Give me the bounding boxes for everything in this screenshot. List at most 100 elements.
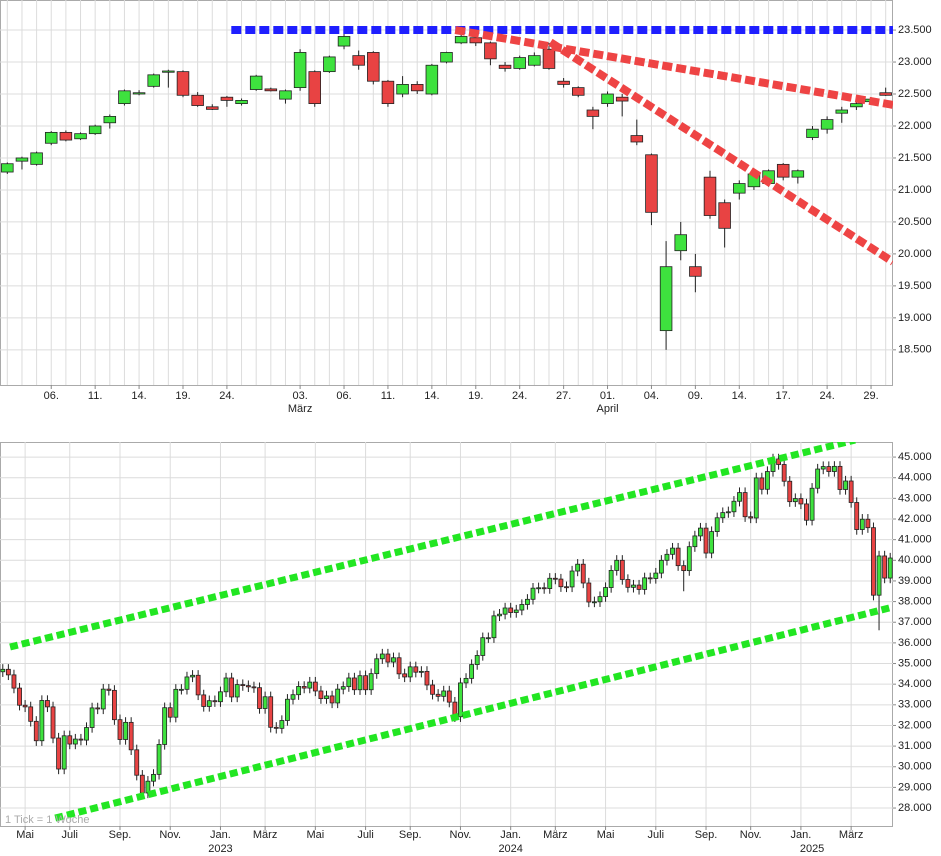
candle-body	[454, 36, 468, 44]
candle-body	[368, 673, 374, 691]
candle-body	[854, 502, 860, 530]
y-tick-label: 35.000	[898, 657, 932, 669]
y-tick-label: 42.000	[898, 513, 932, 525]
candle-body	[346, 677, 352, 688]
candle-body	[167, 707, 173, 718]
y-tick-label: 20.000	[898, 248, 932, 260]
candle-body	[843, 480, 848, 490]
candle-body	[61, 735, 67, 770]
candle-body	[484, 42, 497, 60]
x-tick-label: 24.	[219, 390, 234, 402]
candle-body	[681, 565, 687, 572]
y-tick-label: 23.500	[898, 24, 932, 36]
candle-body	[435, 693, 441, 697]
candle-body	[636, 584, 642, 590]
x-group-label: 2024	[498, 843, 522, 855]
candle-body	[363, 675, 368, 691]
x-group-label: 2023	[208, 843, 232, 855]
candle-body	[698, 527, 703, 537]
candle-body	[391, 657, 396, 663]
plot	[0, 0, 893, 385]
candle-body	[128, 721, 134, 751]
x-group-label: April	[597, 403, 619, 415]
candle-body	[335, 688, 341, 704]
candle-body	[528, 55, 541, 66]
candle-body	[497, 613, 502, 617]
candle-body	[84, 727, 89, 741]
y-tick-label: 34.000	[898, 678, 932, 690]
candle-body	[820, 466, 826, 470]
x-tick-label: 09.	[688, 390, 703, 402]
candle-body	[396, 657, 402, 675]
candle-body	[831, 465, 837, 472]
candle-body	[865, 518, 871, 529]
y-tick-label: 44.000	[898, 472, 932, 484]
candle-body	[212, 700, 218, 703]
candle-body	[733, 183, 746, 194]
candle-body	[686, 546, 692, 572]
y-tick-label: 32.000	[898, 719, 932, 731]
y-tick-label: 21.500	[898, 152, 932, 164]
candle-body	[59, 131, 73, 141]
x-tick-label: März	[253, 829, 277, 841]
trend-line	[9, 442, 856, 651]
y-tick-label: 20.500	[898, 216, 932, 228]
candle-body	[201, 694, 207, 707]
candle-body	[776, 163, 790, 178]
candle-body	[469, 664, 475, 679]
candle-body	[703, 176, 717, 216]
candle-body	[190, 674, 195, 678]
candle-body	[162, 70, 175, 73]
y-tick-label: 39.000	[898, 575, 932, 587]
y-tick-label: 43.000	[898, 492, 932, 504]
x-tick-label: März	[839, 829, 863, 841]
x-tick-label: 11.	[88, 390, 102, 402]
candle-body	[718, 202, 731, 229]
candle-body	[106, 688, 112, 691]
candle-body	[519, 604, 525, 611]
candle-body	[279, 720, 285, 729]
candle-body	[293, 52, 307, 89]
candle-body	[781, 464, 787, 482]
candle-body	[245, 685, 251, 688]
x-tick-label: Jan.	[791, 829, 812, 841]
candle-body	[195, 674, 201, 696]
candle-body	[601, 93, 614, 105]
x-tick-label: 06.	[336, 390, 351, 402]
candle-body	[206, 106, 219, 110]
candle-body	[145, 780, 151, 794]
candle-body	[547, 577, 553, 589]
candle-body	[653, 572, 659, 579]
x-tick-label: 14.	[732, 390, 747, 402]
candle-body	[410, 84, 424, 92]
y-tick-label: 33.000	[898, 699, 932, 711]
candle-body	[837, 465, 843, 490]
candle-body	[571, 87, 585, 96]
candle-body	[440, 52, 453, 63]
candle-body	[100, 688, 106, 710]
candle-body	[307, 681, 313, 689]
candle-body	[45, 700, 50, 708]
candle-body	[340, 686, 346, 690]
candle-body	[139, 774, 145, 794]
candle-body	[220, 96, 234, 101]
x-tick-label: Sep.	[695, 829, 718, 841]
x-tick-label: Mai	[306, 829, 324, 841]
x-tick-label: Sep.	[109, 829, 132, 841]
candle-body	[463, 677, 469, 684]
candle-body	[469, 37, 483, 44]
candle-body	[0, 668, 6, 673]
candle-body	[820, 119, 834, 130]
candle-body	[513, 57, 526, 69]
candle-body	[882, 555, 888, 579]
candle-body	[441, 690, 447, 697]
candle-body	[835, 109, 849, 114]
candle-body	[50, 706, 56, 739]
candle-body	[22, 704, 28, 708]
candle-body	[619, 559, 625, 580]
x-tick-label: 24.	[512, 390, 527, 402]
candle-body	[156, 744, 162, 775]
candle-body	[809, 487, 815, 521]
candle-body	[530, 587, 536, 600]
candle-body	[689, 266, 702, 277]
